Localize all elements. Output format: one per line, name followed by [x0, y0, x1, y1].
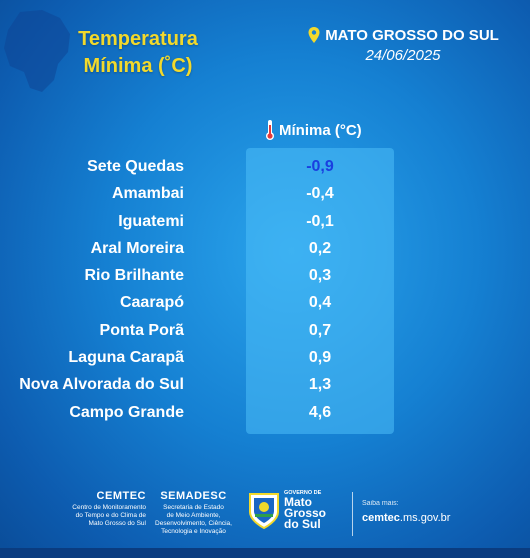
semadesc-desc-line: de Meio Ambiente,: [166, 512, 221, 519]
table-row: Iguatemi -0,1: [0, 208, 530, 235]
state-crest-icon: [249, 493, 279, 530]
column-header: Mínima (°C): [264, 119, 362, 141]
min-temperature-value: 0,2: [308, 239, 332, 257]
page-title: Temperatura Mínima (˚C): [60, 26, 216, 80]
website-domain-bold: cemtec: [362, 512, 400, 524]
min-temperature-value: -0,4: [306, 185, 334, 203]
gov-label-line: Grosso: [284, 506, 327, 520]
table-row: Sete Quedas -0,9: [0, 153, 530, 180]
min-temperature-value: 4,6: [308, 403, 332, 421]
table-row: Ponta Porã 0,7: [0, 317, 530, 344]
city-name: Campo Grande: [69, 403, 184, 421]
city-name: Ponta Porã: [99, 321, 184, 339]
min-temperature-value: 0,9: [308, 349, 332, 367]
region-line: MATO GROSSO DO SUL: [300, 26, 506, 44]
cemtec-desc-line: Centro de Monitoramento: [72, 504, 146, 511]
semadesc-desc-line: Desenvolvimento, Ciência,: [155, 520, 232, 527]
cemtec-desc-line: do Tempo e do Clima de: [75, 512, 146, 519]
city-name: Nova Alvorada do Sul: [19, 376, 184, 394]
table-row: Amambai -0,4: [0, 180, 530, 207]
cemtec-logo: CEMTEC Centro de Monitoramento do Tempo …: [72, 490, 146, 528]
title-line-2: Mínima (˚C): [83, 55, 193, 77]
cemtec-name: CEMTEC: [96, 490, 146, 502]
city-name: Aral Moreira: [90, 239, 184, 257]
value-column-background: [246, 148, 394, 434]
semadesc-logo: SEMADESC Secretaria de Estado de Meio Am…: [146, 490, 241, 536]
map-pin-icon: [308, 27, 320, 43]
saiba-mais-label: Saiba mais:: [362, 500, 399, 507]
cemtec-desc-line: Mato Grosso do Sul: [88, 520, 146, 527]
city-name: Iguatemi: [118, 212, 184, 230]
region-name: MATO GROSSO DO SUL: [325, 26, 499, 44]
footer-divider: [352, 492, 353, 536]
thermometer-icon: [266, 120, 274, 140]
state-map-silhouette: [4, 10, 70, 92]
table-row: Caarapó 0,4: [0, 289, 530, 316]
city-name: Rio Brilhante: [84, 267, 184, 285]
temperature-table: Sete Quedas -0,9 Amambai -0,4 Iguatemi -0,1 Ar…: [0, 153, 530, 426]
city-name: Sete Quedas: [87, 158, 184, 175]
government-logo: GOVERNO DE Mato Grosso do Sul: [284, 490, 334, 534]
city-name: Laguna Carapã: [68, 349, 184, 367]
min-temperature-value: -0,1: [306, 212, 334, 230]
table-row: Laguna Carapã 0,9: [0, 344, 530, 371]
table-row: Rio Brilhante 0,3: [0, 262, 530, 289]
title-line-1: Temperatura: [78, 28, 198, 50]
semadesc-desc-line: Secretaria de Estado: [163, 504, 224, 511]
min-temperature-value: -0,9: [306, 158, 334, 175]
gov-label-small: GOVERNO DE: [284, 490, 322, 496]
date: 24/06/2025: [365, 47, 441, 64]
region-block: MATO GROSSO DO SUL 24/06/2025: [300, 26, 506, 64]
min-temperature-value: 0,3: [308, 267, 332, 285]
min-temperature-value: 0,7: [308, 321, 332, 339]
semadesc-description: Secretaria de Estado de Meio Ambiente, D…: [146, 504, 241, 536]
min-temperature-value: 0,4: [308, 294, 332, 312]
website-link[interactable]: cemtec.ms.gov.br: [362, 512, 450, 524]
semadesc-name: SEMADESC: [160, 490, 227, 502]
city-name: Amambai: [111, 185, 184, 203]
cemtec-description: Centro de Monitoramento do Tempo e do Cl…: [72, 504, 146, 528]
gov-label-line: do Sul: [284, 517, 321, 531]
website-domain-rest: .ms.gov.br: [399, 512, 451, 524]
semadesc-desc-line: Tecnologia e Inovação: [161, 528, 226, 535]
min-temperature-value: 1,3: [308, 376, 332, 394]
gov-label-line: Mato: [284, 495, 312, 509]
column-header-label: Mínima (°C): [279, 121, 362, 139]
table-row: Aral Moreira 0,2: [0, 235, 530, 262]
city-name: Caarapó: [119, 294, 184, 312]
table-row: Campo Grande 4,6: [0, 399, 530, 426]
bottom-strip: [0, 548, 530, 558]
footer: CEMTEC Centro de Monitoramento do Tempo …: [0, 486, 530, 546]
table-row: Nova Alvorada do Sul 1,3: [0, 371, 530, 398]
